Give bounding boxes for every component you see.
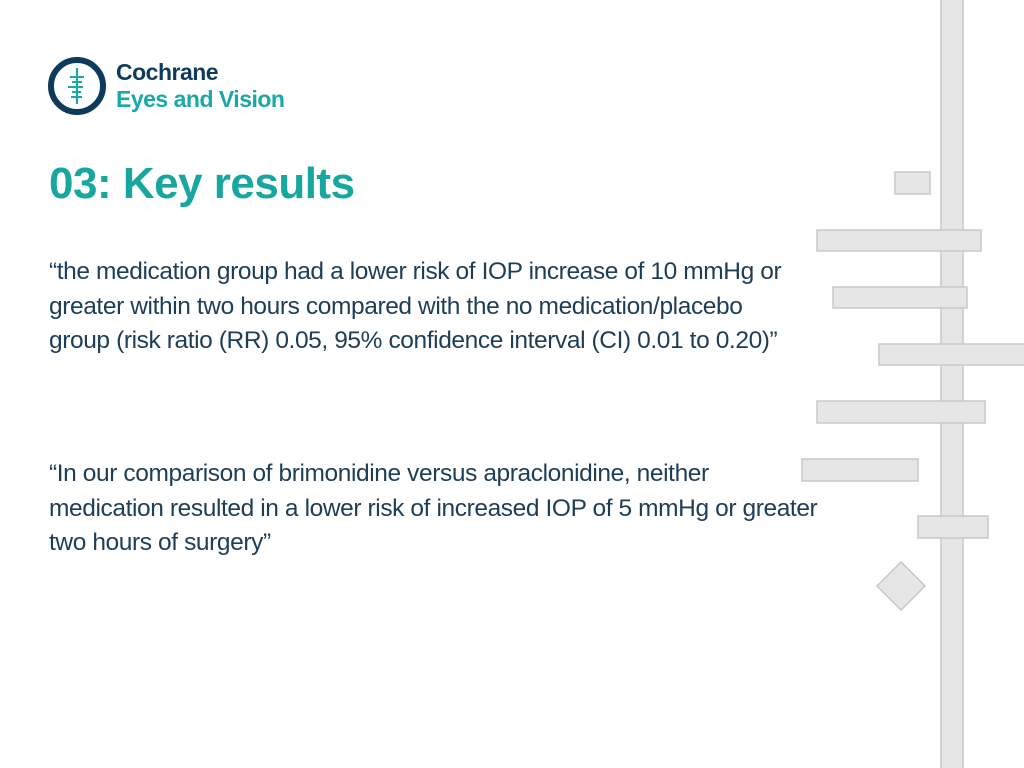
logo-wordmark: Cochrane Eyes and Vision bbox=[116, 59, 285, 112]
cochrane-logo-icon bbox=[48, 57, 106, 115]
page-title: 03: Key results bbox=[49, 159, 355, 208]
deco-bar-5 bbox=[801, 458, 919, 482]
deco-bar-4 bbox=[816, 400, 986, 424]
cochrane-logo: Cochrane Eyes and Vision bbox=[48, 57, 285, 115]
quote-1: “the medication group had a lower risk o… bbox=[49, 258, 782, 354]
quote-2: “In our comparison of brimonidine versus… bbox=[49, 460, 818, 556]
deco-vertical-bar bbox=[940, 0, 964, 768]
logo-text-cochrane: Cochrane bbox=[116, 59, 219, 85]
deco-diamond bbox=[875, 560, 927, 612]
deco-bar-6 bbox=[917, 515, 989, 539]
deco-bar-2 bbox=[832, 286, 968, 309]
deco-bar-3 bbox=[878, 343, 1024, 366]
logo-text-group: Eyes and Vision bbox=[116, 86, 285, 112]
deco-small-square bbox=[894, 171, 931, 195]
deco-bar-1 bbox=[816, 229, 982, 252]
